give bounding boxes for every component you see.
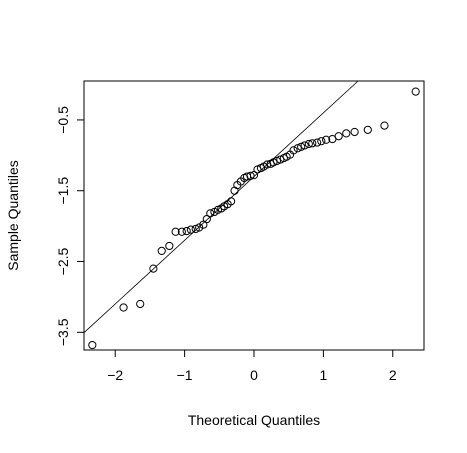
- data-point: [322, 135, 331, 144]
- data-point: [363, 125, 372, 134]
- data-point: [334, 132, 343, 141]
- points-layer: [88, 87, 420, 350]
- x-tick-label: −2: [107, 367, 123, 383]
- data-point: [300, 141, 309, 150]
- x-tick-label: 0: [250, 367, 258, 383]
- data-point: [350, 127, 359, 137]
- y-axis-title: Sample Quantiles: [5, 160, 21, 271]
- y-tick-label: −2.5: [55, 247, 71, 275]
- data-point: [289, 146, 298, 155]
- data-point: [246, 171, 255, 180]
- data-point: [304, 139, 313, 149]
- data-point: [206, 209, 215, 218]
- data-point: [182, 226, 191, 236]
- data-point: [317, 137, 326, 146]
- y-axis: −3.5 −2.5 −1.5 −0.5: [55, 106, 85, 346]
- data-point: [342, 129, 351, 138]
- x-tick-label: 1: [319, 367, 327, 383]
- data-point: [186, 225, 195, 234]
- data-point: [136, 299, 145, 309]
- x-axis: −2 −1 0 1 2: [107, 349, 397, 383]
- data-point: [380, 121, 389, 130]
- plot-frame: [83, 80, 425, 351]
- data-point: [149, 264, 158, 273]
- data-point: [88, 340, 97, 350]
- data-point: [227, 197, 236, 206]
- data-point: [157, 246, 166, 255]
- data-point: [119, 303, 128, 312]
- data-point: [165, 241, 174, 251]
- y-tick-label: −3.5: [55, 318, 71, 346]
- data-point: [308, 139, 317, 148]
- data-point: [195, 223, 204, 232]
- data-point: [411, 87, 420, 96]
- y-tick-label: −0.5: [55, 106, 71, 134]
- x-tick-label: 2: [389, 367, 397, 383]
- data-point: [177, 227, 186, 236]
- y-tick-label: −1.5: [55, 177, 71, 205]
- data-point: [313, 138, 322, 147]
- data-point: [217, 204, 226, 213]
- x-tick-label: −1: [177, 367, 193, 383]
- x-axis-title: Theoretical Quantiles: [188, 412, 320, 428]
- data-point: [171, 227, 180, 236]
